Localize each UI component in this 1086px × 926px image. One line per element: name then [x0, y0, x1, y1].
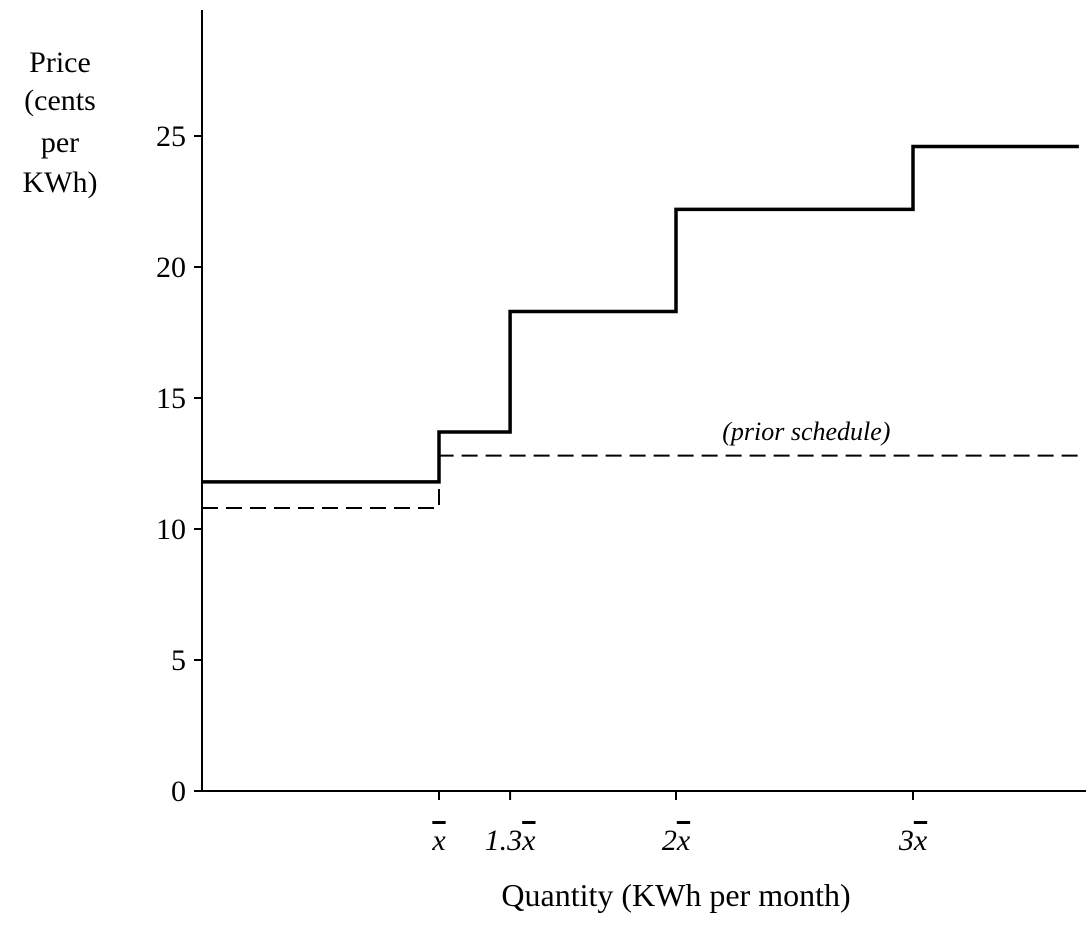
y-tick-label: 20 [156, 251, 186, 284]
annotation-label: (prior schedule) [722, 417, 890, 446]
x-tick-label: 1.3x [485, 824, 536, 857]
x-bar-symbol: x [676, 824, 691, 857]
annotations: (prior schedule) [722, 417, 890, 446]
x-ticks: x 1.3x 2x 3x [431, 791, 928, 857]
x-tick-label: 3x [898, 824, 928, 857]
y-tick-label: 5 [171, 644, 186, 677]
series-layer [202, 144, 1079, 510]
x-bar-symbol: x [521, 824, 536, 857]
prior-schedule-line [202, 454, 1079, 510]
x-bar-symbol: x [431, 824, 446, 857]
y-tick-label: 10 [156, 513, 186, 546]
y-axis-label-line: Price [29, 46, 91, 79]
y-ticks: 0 5 10 15 20 25 [156, 120, 202, 808]
current-schedule-line [202, 144, 1079, 484]
y-axis-label-line: per [41, 126, 79, 159]
y-tick-label: 0 [171, 775, 186, 808]
x-tick-label: x [431, 824, 446, 857]
y-tick-label: 25 [156, 120, 186, 153]
axes [201, 10, 1086, 792]
y-tick-label: 15 [156, 382, 186, 415]
x-bar-symbol: x [913, 824, 928, 857]
y-axis-label: Price (cents per KWh) [23, 46, 98, 199]
x-axis-label: Quantity (KWh per month) [501, 877, 850, 913]
x-tick-label: 2x [662, 824, 691, 857]
y-axis-label-line: KWh) [23, 166, 98, 199]
y-axis-label-line: (cents [24, 84, 96, 117]
